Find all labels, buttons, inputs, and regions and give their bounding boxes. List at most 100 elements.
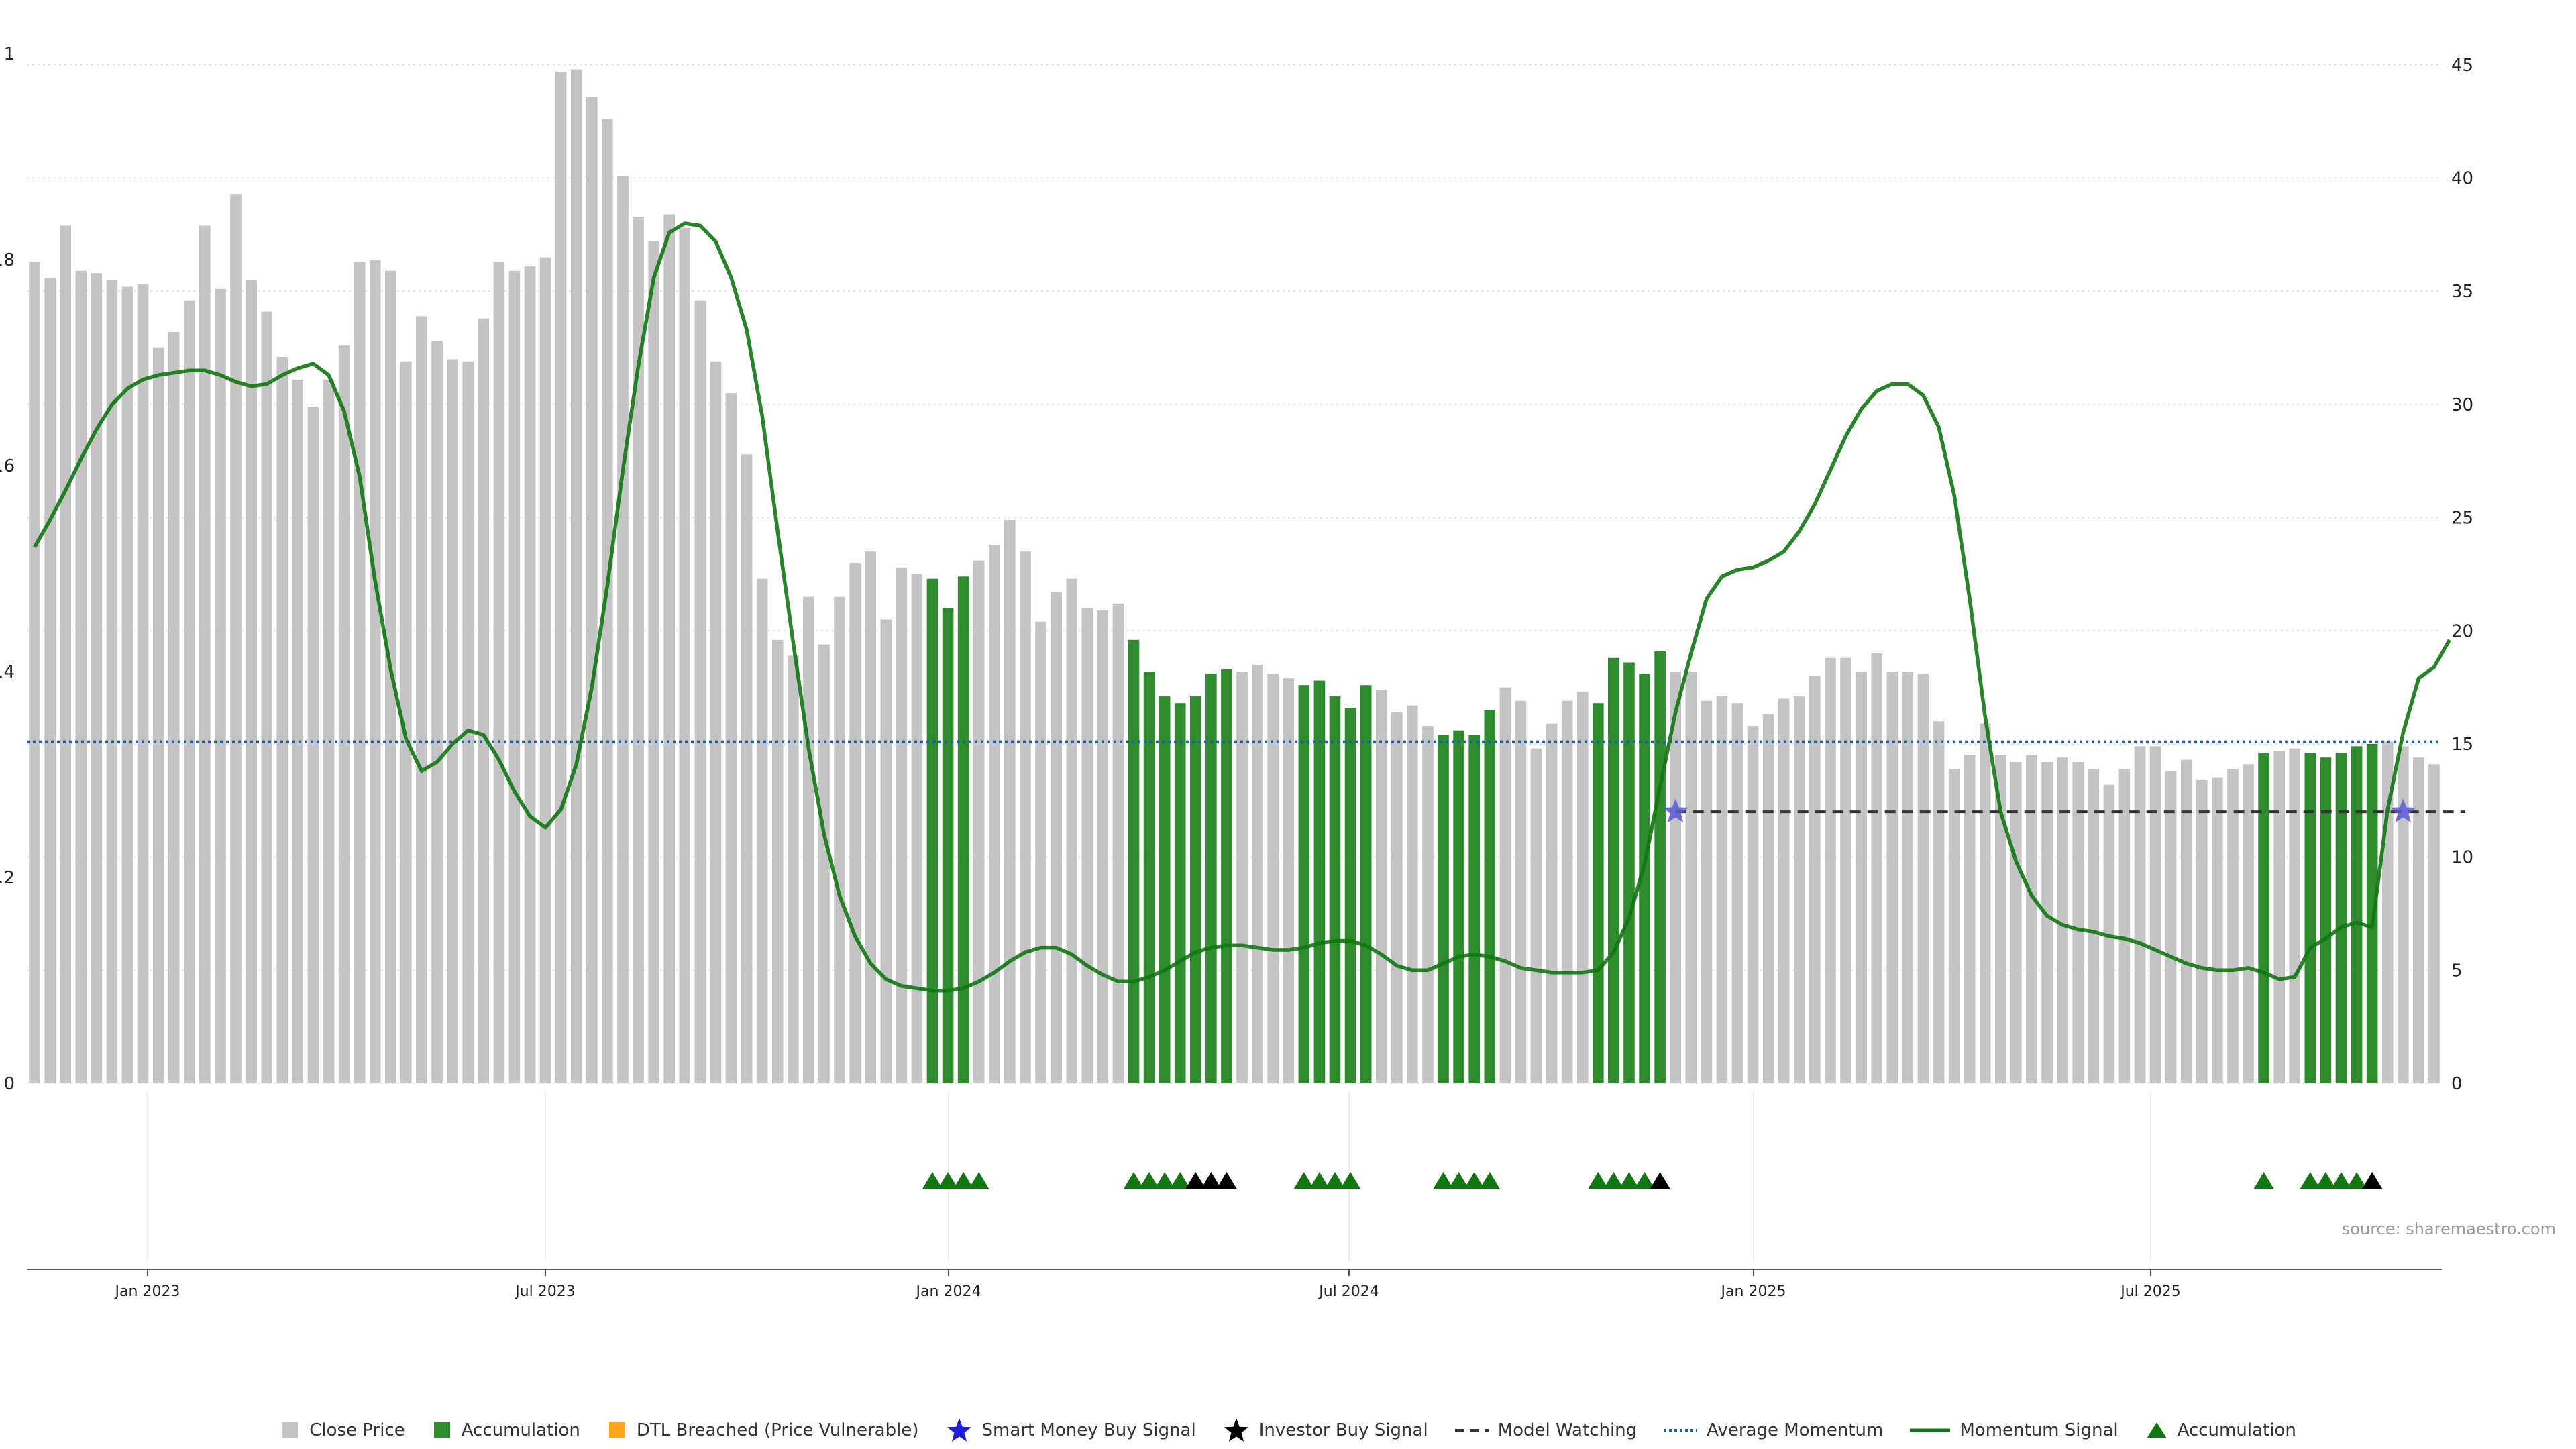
- x-axis-tick-label: Jul 2023: [514, 1283, 576, 1300]
- x-axis-tick-label: Jul 2024: [1318, 1283, 1379, 1300]
- accumulation-bar: [926, 578, 938, 1083]
- close-price-bar: [168, 331, 180, 1083]
- accumulation-bar: [1205, 674, 1217, 1083]
- legend-label: Average Momentum: [1707, 1420, 1884, 1440]
- right-axis-tick-label: 0: [2451, 1074, 2463, 1094]
- legend-accumulation-swatch: [433, 1422, 450, 1438]
- legend-item-momentum-signal: Momentum Signal: [1910, 1420, 2118, 1440]
- x-axis-tick-label: Jan 2023: [114, 1283, 180, 1300]
- legend-item-accumulation-marker: Accumulation: [2145, 1420, 2296, 1440]
- close-price-bar: [2243, 764, 2254, 1083]
- right-axis-tick-label: 25: [2451, 508, 2473, 529]
- close-price-bar: [60, 225, 71, 1083]
- close-price-bar: [369, 260, 381, 1083]
- right-axis-tick-label: 10: [2451, 848, 2473, 868]
- close-price-bar: [106, 280, 118, 1083]
- right-axis-tick-label: 35: [2451, 282, 2473, 302]
- accumulation-bar: [2320, 757, 2332, 1083]
- legend-item-dtl-breached: DTL Breached (Price Vulnerable): [607, 1420, 919, 1440]
- investor-buy-marker: [1201, 1172, 1222, 1189]
- legend-label: Accumulation: [2177, 1420, 2296, 1440]
- close-price-bar: [215, 288, 226, 1083]
- accumulation-marker: [922, 1172, 943, 1189]
- legend-label: Investor Buy Signal: [1258, 1420, 1428, 1440]
- close-price-bar: [199, 225, 211, 1083]
- legend-label: DTL Breached (Price Vulnerable): [636, 1420, 919, 1440]
- close-price-bar: [1840, 657, 1851, 1083]
- close-price-bar: [91, 273, 103, 1084]
- close-price-bar: [648, 241, 659, 1083]
- close-price-bar: [493, 262, 505, 1083]
- triangle-icon: [2146, 1422, 2167, 1438]
- close-price-bar: [663, 214, 675, 1083]
- accumulation-bar: [1329, 696, 1341, 1083]
- close-price-bar: [2212, 777, 2223, 1083]
- close-price-bar: [1267, 674, 1279, 1083]
- close-price-bar: [1499, 687, 1511, 1083]
- accumulation-bar: [1608, 657, 1619, 1083]
- legend-item-investor: Investor Buy Signal: [1223, 1417, 1428, 1444]
- x-axis-tick-label: Jan 2025: [1720, 1283, 1786, 1300]
- accumulation-bar: [1174, 703, 1186, 1083]
- right-axis-tick-label: 20: [2451, 621, 2473, 641]
- left-axis-tick-label: 0: [3, 1074, 15, 1094]
- accumulation-marker: [1293, 1172, 1314, 1189]
- close-price-bar: [756, 578, 768, 1083]
- close-price-bar: [1112, 603, 1124, 1083]
- legend-item-model-watching: Model Watching: [1454, 1420, 1637, 1440]
- close-price-bar: [2118, 769, 2131, 1083]
- close-price-bar: [29, 262, 40, 1083]
- close-price-bar: [184, 300, 195, 1083]
- close-price-bar: [1422, 725, 1434, 1083]
- close-price-bar: [1236, 672, 1248, 1083]
- accumulation-marker: [1325, 1172, 1345, 1189]
- accumulation-marker: [2315, 1172, 2336, 1189]
- close-price-bar: [1917, 674, 1929, 1083]
- legend: Close Price Accumulation DTL Breached (P…: [0, 1417, 2576, 1444]
- legend-label: Close Price: [309, 1420, 405, 1440]
- x-axis-tick-label: Jul 2025: [2119, 1283, 2181, 1300]
- accumulation-bar: [2258, 753, 2269, 1083]
- close-price-bar: [137, 284, 149, 1084]
- close-price-bar: [2057, 757, 2068, 1083]
- close-price-bar: [323, 379, 335, 1083]
- close-price-bar: [710, 361, 722, 1083]
- accumulation-bar: [1654, 651, 1666, 1083]
- investor-buy-marker: [1185, 1172, 1206, 1189]
- legend-label: Momentum Signal: [1960, 1420, 2118, 1440]
- investor-buy-marker: [1216, 1172, 1237, 1189]
- close-price-bar: [586, 97, 598, 1084]
- accumulation-marker: [1619, 1172, 1640, 1189]
- close-price-bar: [1701, 700, 1713, 1083]
- close-price-bar: [973, 560, 985, 1083]
- star-icon: [1224, 1418, 1248, 1442]
- close-price-bar: [1546, 723, 1558, 1083]
- close-price-bar: [1902, 672, 1914, 1083]
- close-price-bar: [570, 69, 582, 1084]
- close-price-bar: [44, 277, 56, 1083]
- smart-money-buy-star: [2390, 798, 2416, 823]
- right-axis-tick-label: 45: [2451, 56, 2473, 76]
- close-price-bar: [539, 257, 551, 1084]
- smart-money-buy-star: [1662, 798, 1688, 823]
- close-price-bar: [2026, 755, 2037, 1083]
- close-price-bar: [1871, 653, 1882, 1083]
- legend-dtl-swatch: [608, 1422, 625, 1438]
- legend-item-accumulation: Accumulation: [432, 1420, 580, 1440]
- accumulation-bar: [2351, 746, 2363, 1083]
- close-price-bar: [1283, 678, 1295, 1083]
- close-price-bar: [2428, 764, 2440, 1083]
- close-price-bar: [2165, 771, 2177, 1083]
- accumulation-marker: [1170, 1172, 1191, 1189]
- close-price-bar: [2413, 757, 2424, 1083]
- close-price-bar: [1716, 696, 1728, 1083]
- close-price-bar: [694, 300, 706, 1083]
- accumulation-bar: [1468, 735, 1480, 1083]
- close-price-bar: [1066, 578, 1077, 1083]
- close-price-bar: [462, 361, 474, 1083]
- x-axis-tick-label: Jan 2024: [915, 1283, 981, 1300]
- close-price-bar: [633, 216, 644, 1083]
- right-axis-tick-label: 15: [2451, 735, 2473, 755]
- close-price-bar: [1051, 592, 1062, 1083]
- close-price-bar: [292, 379, 304, 1083]
